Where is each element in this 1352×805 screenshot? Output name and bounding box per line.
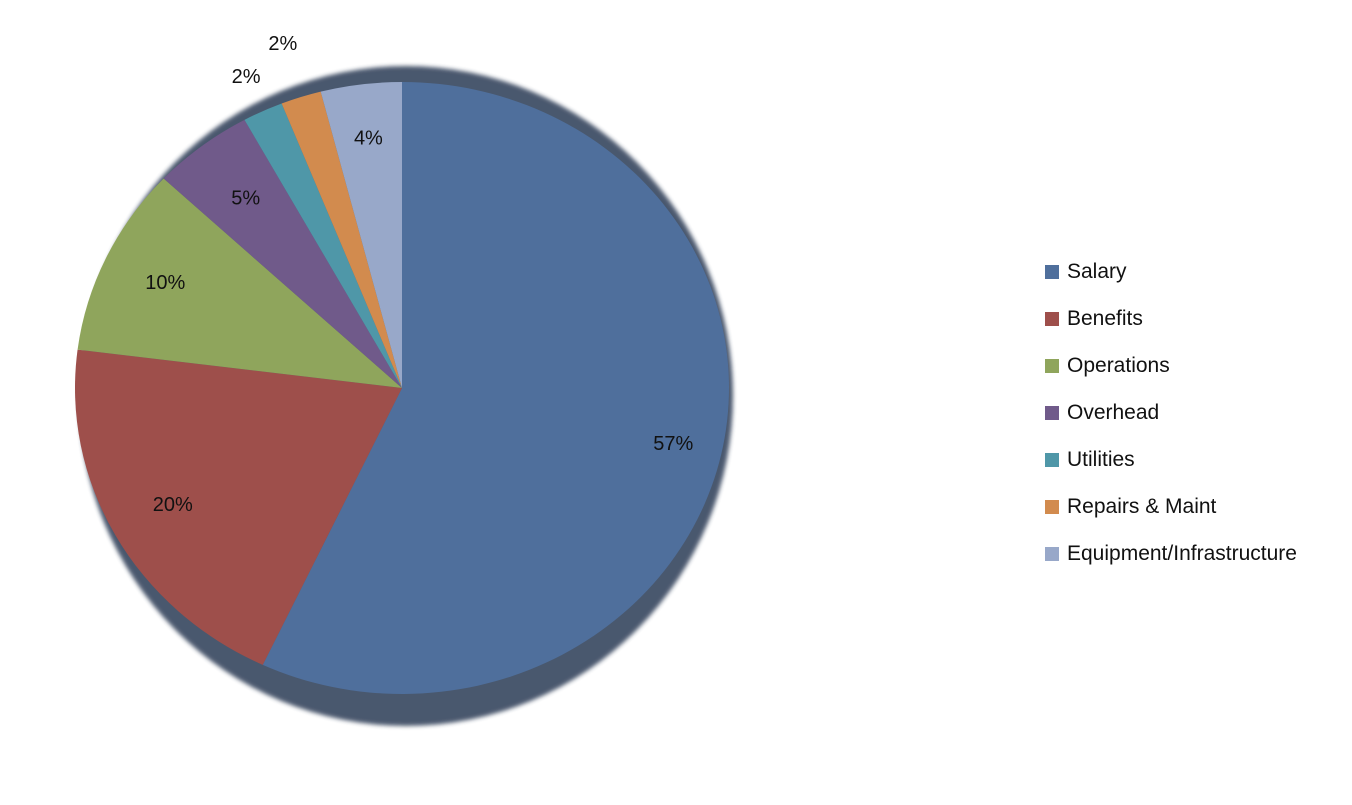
pie-slice-benefits (75, 349, 402, 665)
slice-label-equipment-infrastructure: 4% (354, 127, 383, 149)
legend-swatch (1045, 311, 1059, 326)
pie-slice-salary (262, 82, 729, 694)
pie-slice-equipment-infrastructure (320, 82, 402, 388)
pie-slice-operations (77, 178, 402, 388)
pie-slices (75, 82, 729, 694)
legend-item-benefits: Benefits (1045, 295, 1345, 342)
legend-swatch (1045, 452, 1059, 467)
pie-slice-repairs-maint (281, 91, 402, 389)
legend-item-salary: Salary (1045, 248, 1345, 295)
legend-item-utilities: Utilities (1045, 436, 1345, 483)
pie-slice-utilities (244, 103, 402, 389)
legend-swatch (1045, 405, 1059, 420)
slice-label-operations: 10% (145, 272, 185, 294)
legend-label: Utilities (1067, 447, 1135, 471)
legend-swatch (1045, 264, 1059, 279)
slice-label-repairs-maint: 2% (268, 33, 297, 55)
slice-label-salary: 57% (653, 433, 693, 455)
legend-swatch (1045, 499, 1059, 514)
legend-label: Equipment/Infrastructure (1067, 541, 1297, 565)
slice-label-overhead: 5% (231, 188, 260, 210)
legend-item-overhead: Overhead (1045, 389, 1345, 436)
chart-legend: Salary Benefits Operations Overhead Util… (1045, 248, 1345, 577)
legend-item-operations: Operations (1045, 342, 1345, 389)
pie-slice-overhead (163, 119, 402, 388)
slice-label-utilities: 2% (232, 66, 261, 88)
legend-label: Benefits (1067, 306, 1143, 330)
legend-swatch (1045, 358, 1059, 373)
legend-label: Repairs & Maint (1067, 494, 1217, 518)
legend-label: Salary (1067, 259, 1127, 283)
legend-label: Operations (1067, 353, 1170, 377)
pie-slice-labels: 57% 20% 10% 5% 2% 2% 4% (145, 33, 693, 516)
legend-item-equipment-infrastructure: Equipment/Infrastructure (1045, 530, 1345, 577)
slice-label-benefits: 20% (153, 494, 193, 516)
legend-item-repairs-maint: Repairs & Maint (1045, 483, 1345, 530)
legend-swatch (1045, 546, 1059, 561)
legend-label: Overhead (1067, 400, 1160, 424)
